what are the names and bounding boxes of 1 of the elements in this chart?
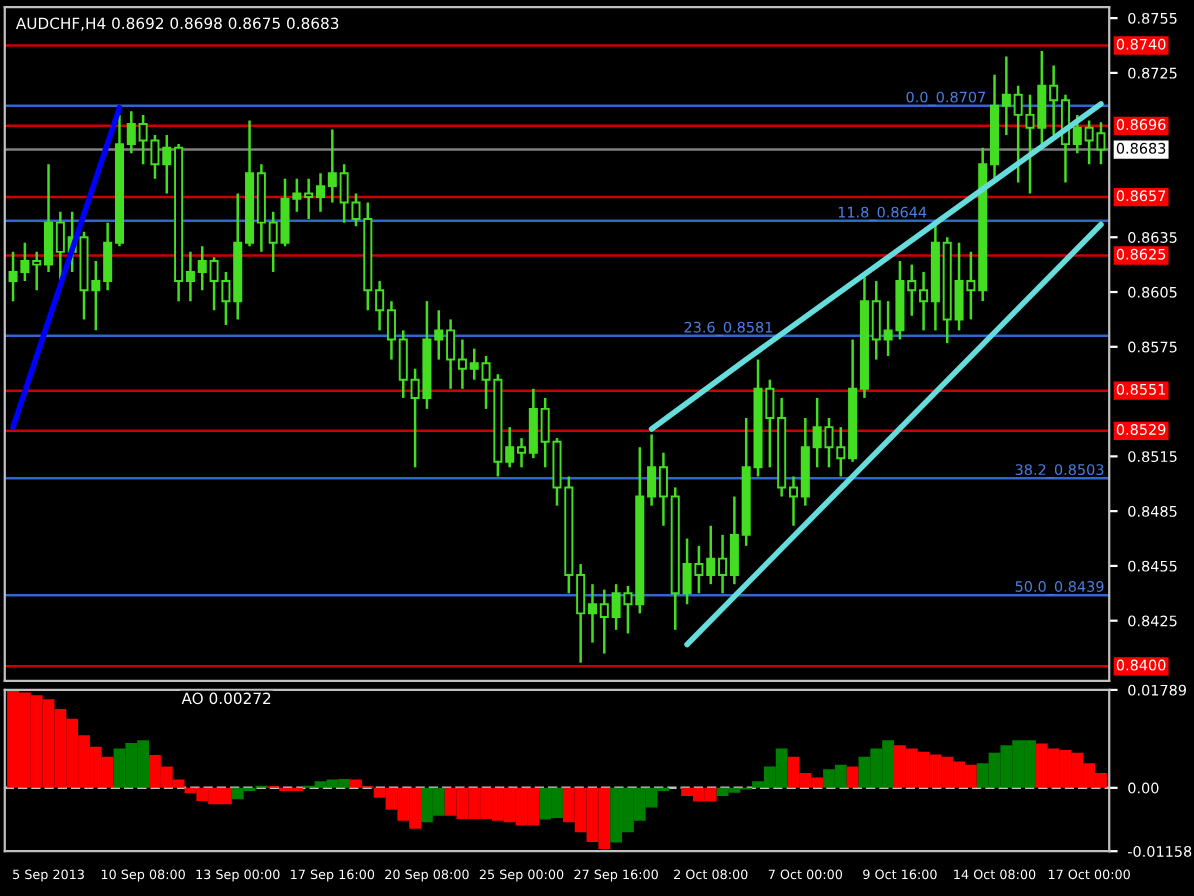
bar bbox=[846, 766, 859, 788]
